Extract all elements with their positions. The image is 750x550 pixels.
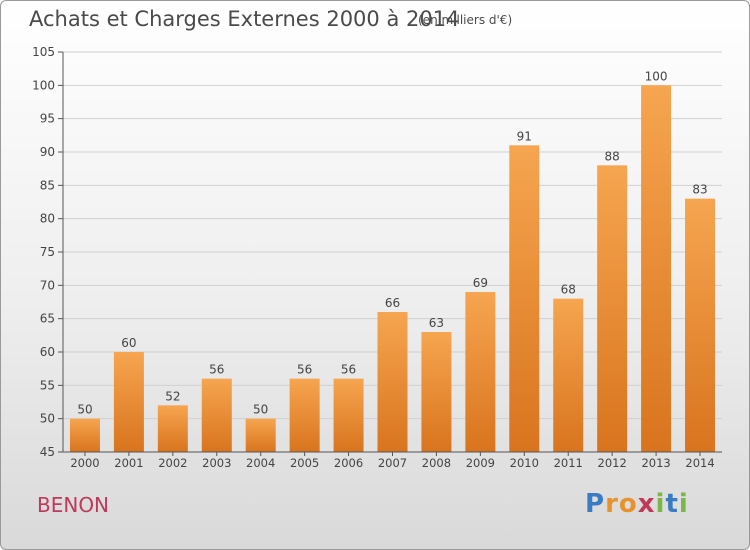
x-tick-label: 2002 (158, 456, 187, 470)
bar (69, 418, 100, 452)
logo-letter: i (678, 489, 689, 519)
bar (157, 405, 188, 452)
data-label: 69 (473, 276, 488, 290)
data-label: 88 (605, 149, 620, 163)
y-tick-label: 45 (40, 445, 55, 459)
x-tick-label: 2003 (202, 456, 231, 470)
data-label: 83 (692, 183, 707, 197)
proxiti-logo: Proxiti (585, 489, 689, 519)
data-label: 56 (209, 363, 224, 377)
bar (465, 292, 496, 452)
bar (377, 312, 408, 452)
bar (333, 378, 364, 452)
x-tick-label: 2004 (246, 456, 275, 470)
data-label: 50 (253, 403, 268, 417)
y-tick-label: 85 (40, 178, 55, 192)
x-tick-label: 2010 (510, 456, 539, 470)
y-tick-label: 55 (40, 378, 55, 392)
x-tick-label: 2000 (70, 456, 99, 470)
data-label: 91 (517, 129, 532, 143)
x-tick-label: 2001 (114, 456, 143, 470)
y-tick-label: 50 (40, 412, 55, 426)
logo-letter: i (655, 489, 666, 519)
bar (597, 165, 628, 453)
x-tick-label: 2008 (422, 456, 451, 470)
logo-letter: r (605, 489, 619, 519)
y-tick-label: 75 (40, 245, 55, 259)
y-tick-label: 60 (40, 345, 55, 359)
data-label: 66 (385, 296, 400, 310)
y-tick-label: 70 (40, 278, 55, 292)
x-tick-label: 2014 (685, 456, 714, 470)
bar (685, 198, 716, 452)
bar (509, 145, 540, 453)
data-label: 63 (429, 316, 444, 330)
y-tick-label: 105 (32, 45, 55, 59)
bar (245, 418, 276, 452)
bar (289, 378, 320, 452)
data-label: 56 (297, 363, 312, 377)
x-tick-label: 2005 (290, 456, 319, 470)
y-tick-label: 95 (40, 112, 55, 126)
bar (201, 378, 232, 452)
data-label: 100 (645, 69, 668, 83)
data-label: 52 (165, 389, 180, 403)
logo-letter: P (585, 489, 606, 519)
chart-title: Achats et Charges Externes 2000 à 2014 (29, 7, 460, 31)
chart-unit: (en milliers d'€) (418, 13, 513, 27)
x-tick-label: 2013 (641, 456, 670, 470)
y-tick-label: 65 (40, 312, 55, 326)
y-tick-label: 100 (32, 78, 55, 92)
logo-letter: o (618, 489, 638, 519)
data-label: 68 (561, 283, 576, 297)
bar (113, 352, 144, 452)
y-tick-label: 80 (40, 212, 55, 226)
y-tick-label: 90 (40, 145, 55, 159)
logo-letter: x (637, 489, 656, 519)
commune-name: BENON (37, 493, 110, 517)
x-tick-label: 2012 (598, 456, 627, 470)
data-label: 56 (341, 363, 356, 377)
bar (421, 332, 452, 452)
x-tick-label: 2011 (554, 456, 583, 470)
x-tick-label: 2009 (466, 456, 495, 470)
x-tick-label: 2006 (334, 456, 363, 470)
logo-letter: t (665, 489, 679, 519)
bar (641, 85, 672, 452)
data-label: 60 (121, 336, 136, 350)
data-label: 50 (77, 403, 92, 417)
bar (553, 298, 584, 452)
x-tick-label: 2007 (378, 456, 407, 470)
